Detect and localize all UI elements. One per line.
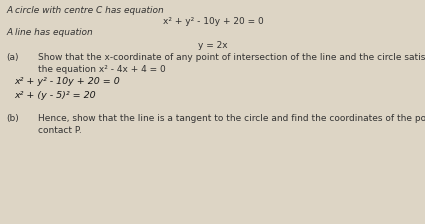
Text: (a): (a)	[6, 53, 19, 62]
Text: Show that the x-coordinate of any point of intersection of the line and the circ: Show that the x-coordinate of any point …	[38, 53, 425, 62]
Text: A line has equation: A line has equation	[6, 28, 93, 37]
Text: x² + y² - 10y + 20 = 0: x² + y² - 10y + 20 = 0	[14, 77, 120, 86]
Text: A circle with centre C has equation: A circle with centre C has equation	[6, 6, 164, 15]
Text: (b): (b)	[6, 114, 19, 123]
Text: x² + (y - 5)² = 20: x² + (y - 5)² = 20	[14, 91, 96, 100]
Text: Hence, show that the line is a tangent to the circle and find the coordinates of: Hence, show that the line is a tangent t…	[38, 114, 425, 123]
Text: y = 2x: y = 2x	[198, 41, 228, 50]
Text: x² + y² - 10y + 20 = 0: x² + y² - 10y + 20 = 0	[163, 17, 264, 26]
Text: contact P.: contact P.	[38, 126, 82, 135]
Text: the equation x² - 4x + 4 = 0: the equation x² - 4x + 4 = 0	[38, 65, 166, 74]
